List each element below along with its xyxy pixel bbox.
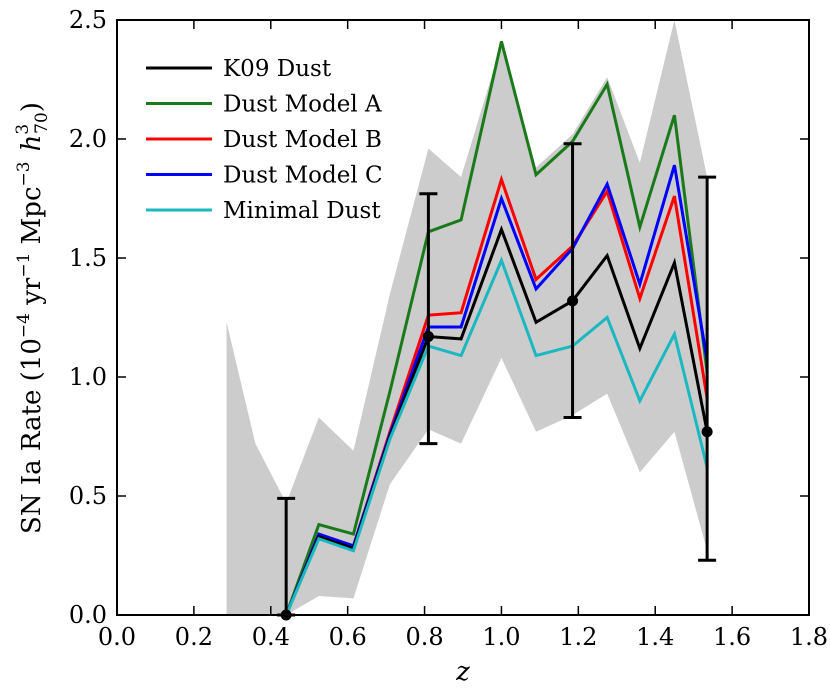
y-tick-label: 0.0 [69,601,107,629]
x-tick-label: 0.2 [175,623,213,651]
plot-frame [116,19,810,616]
y-tick-label: 0.5 [69,482,107,510]
x-axis-title: z [455,657,470,687]
series-line-dust-model-a [284,41,709,616]
data-point [422,331,434,343]
data-point [701,426,713,438]
series-line-minimal-dust [284,256,709,616]
legend-label-dust-model-c: Dust Model C [223,163,383,189]
y-tick-label: 2.0 [69,125,107,153]
x-tick-label: 0.6 [329,623,367,651]
ticks-layer: 0.0 0.2 0.4 0.6 0.8 1.0 1.2 1.4 1.6 1.8 0.0 0.5 1.0 1… [69,6,828,651]
y-tick-label: 1.0 [69,363,107,391]
legend: K09 Dust Dust Model A Dust Model B Dust Mod… [146,56,383,224]
uncertainty-band [226,20,708,615]
x-tick-label: 0.0 [98,623,136,651]
x-tick-label: 0.8 [405,623,443,651]
x-tick-label: 1.6 [713,623,751,651]
legend-label-dust-model-a: Dust Model A [223,92,382,118]
y-tick-label: 2.5 [69,6,107,34]
legend-label-minimal-dust: Minimal Dust [223,198,381,224]
y-tick-label: 1.5 [69,244,107,272]
x-tick-label: 1.4 [636,623,674,651]
x-tick-label: 1.2 [559,623,597,651]
uncertainty-band-layer [226,20,708,615]
data-point [567,295,579,307]
legend-label-dust-model-b: Dust Model B [223,127,382,153]
x-tick-label: 1.8 [790,623,828,651]
x-tick-label: 1.0 [482,623,520,651]
legend-label-k09-dust: K09 Dust [223,56,332,82]
y-axis-title: SN Ia Rate (10−4 yr−1 Mpc−3h370) [13,102,52,534]
x-tick-label: 0.4 [252,623,290,651]
series-lines-layer [284,41,709,616]
